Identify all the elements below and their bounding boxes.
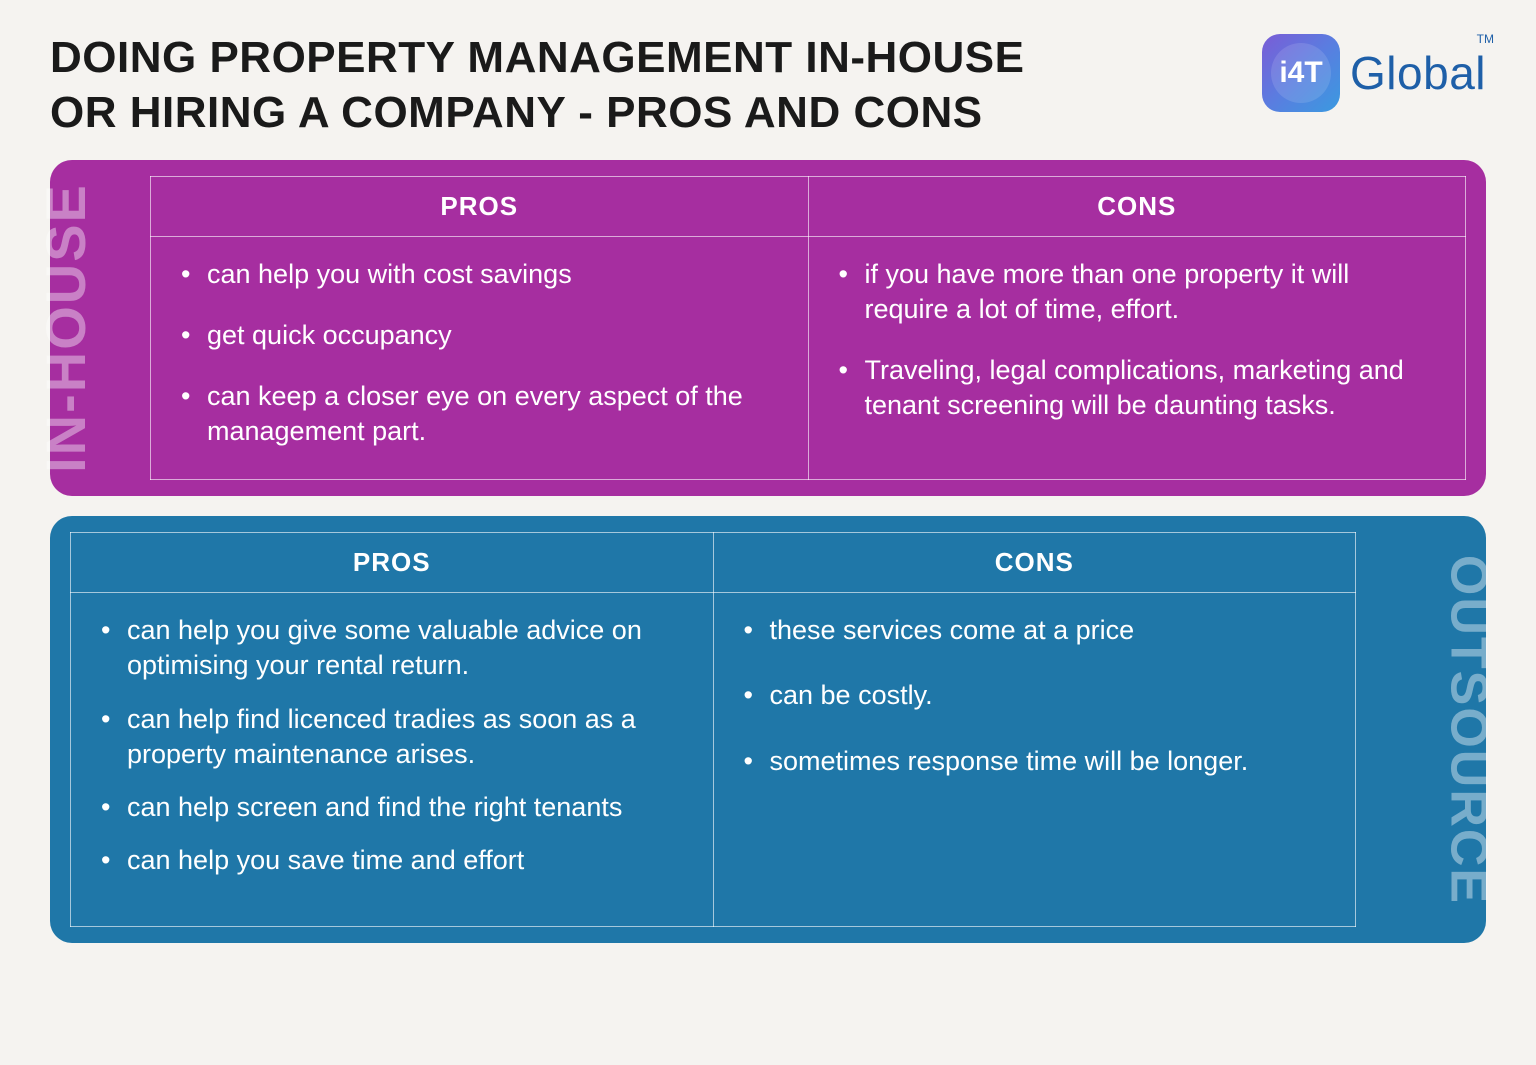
list-item: get quick occupancy	[181, 318, 778, 353]
inhouse-pros-cell: can help you with cost savings get quick …	[151, 237, 809, 480]
logo-brand-text: Global	[1350, 46, 1486, 100]
list-item: if you have more than one property it wi…	[839, 257, 1436, 327]
inhouse-cons-list: if you have more than one property it wi…	[839, 257, 1436, 423]
inhouse-side-label: IN-HOUSE	[60, 38, 116, 328]
list-item: can help screen and find the right tenan…	[101, 790, 683, 825]
outsource-side-label: OUTSOURCE	[1422, 379, 1474, 729]
inhouse-card: IN-HOUSE PROS CONS can help you with cos…	[50, 160, 1486, 496]
inhouse-cons-header: CONS	[808, 177, 1466, 237]
outsource-pros-list: can help you give some valuable advice o…	[101, 613, 683, 878]
list-item: can help you save time and effort	[101, 843, 683, 878]
list-item: can keep a closer eye on every aspect of…	[181, 379, 778, 449]
brand-logo: i4T Global TM	[1262, 30, 1486, 112]
list-item: can help find licenced tradies as soon a…	[101, 702, 683, 772]
outsource-pros-header: PROS	[71, 533, 714, 593]
inhouse-pros-header: PROS	[151, 177, 809, 237]
list-item: Traveling, legal complications, marketin…	[839, 353, 1436, 423]
logo-icon-text: i4T	[1271, 43, 1331, 103]
list-item: can help you give some valuable advice o…	[101, 613, 683, 683]
inhouse-cons-cell: if you have more than one property it wi…	[808, 237, 1466, 480]
list-item: can help you with cost savings	[181, 257, 778, 292]
list-item: sometimes response time will be longer.	[744, 744, 1326, 779]
header: DOING PROPERTY MANAGEMENT IN-HOUSE OR HI…	[50, 30, 1486, 140]
outsource-cons-list: these services come at a price can be cos…	[744, 613, 1326, 778]
outsource-table: PROS CONS can help you give some valuabl…	[70, 532, 1356, 927]
logo-icon: i4T	[1262, 34, 1340, 112]
inhouse-pros-list: can help you with cost savings get quick …	[181, 257, 778, 449]
list-item: can be costly.	[744, 678, 1326, 713]
list-item: these services come at a price	[744, 613, 1326, 648]
trademark: TM	[1477, 32, 1494, 46]
page-title: DOING PROPERTY MANAGEMENT IN-HOUSE OR HI…	[50, 30, 1100, 140]
inhouse-table: PROS CONS can help you with cost savings…	[150, 176, 1466, 480]
outsource-pros-cell: can help you give some valuable advice o…	[71, 593, 714, 927]
outsource-card: OUTSOURCE PROS CONS can help you give so…	[50, 516, 1486, 943]
outsource-cons-header: CONS	[713, 533, 1356, 593]
outsource-cons-cell: these services come at a price can be cos…	[713, 593, 1356, 927]
